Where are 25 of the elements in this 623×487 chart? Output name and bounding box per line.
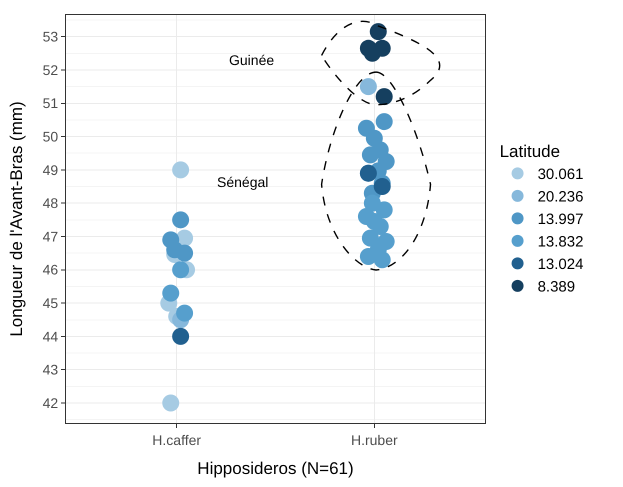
y-tick-label: 51 (42, 95, 58, 112)
legend-label: 13.832 (538, 234, 584, 251)
x-axis-title: Hipposideros (N=61) (197, 459, 354, 478)
legend-label: 30.061 (538, 166, 584, 184)
legend-title: Latitude (500, 142, 560, 162)
x-tick-label: H.caffer (152, 432, 202, 448)
legend-label: 13.997 (538, 211, 584, 228)
y-tick-label: 42 (42, 394, 58, 411)
y-tick-label: 45 (42, 295, 58, 311)
y-tick-label: 49 (42, 162, 58, 178)
legend-label: 8.389 (538, 278, 576, 296)
y-tick-label: 50 (42, 128, 58, 144)
y-tick-label: 43 (42, 362, 58, 378)
y-tick-label: 52 (42, 62, 58, 78)
y-tick-label: 48 (42, 195, 58, 212)
x-tick-label: H.ruber (350, 432, 398, 448)
legend-label: 20.236 (538, 188, 584, 206)
annotation: Sénégal (217, 174, 268, 190)
y-tick-label: 46 (42, 262, 58, 278)
legend-label: 13.024 (538, 256, 584, 274)
y-axis-title: Longueur de l'Avant-Bras (mm) (7, 101, 26, 337)
y-tick-label: 44 (42, 328, 58, 344)
y-tick-label: 47 (42, 228, 58, 244)
annotation: Guinée (229, 52, 274, 68)
y-tick-label: 53 (42, 28, 58, 45)
